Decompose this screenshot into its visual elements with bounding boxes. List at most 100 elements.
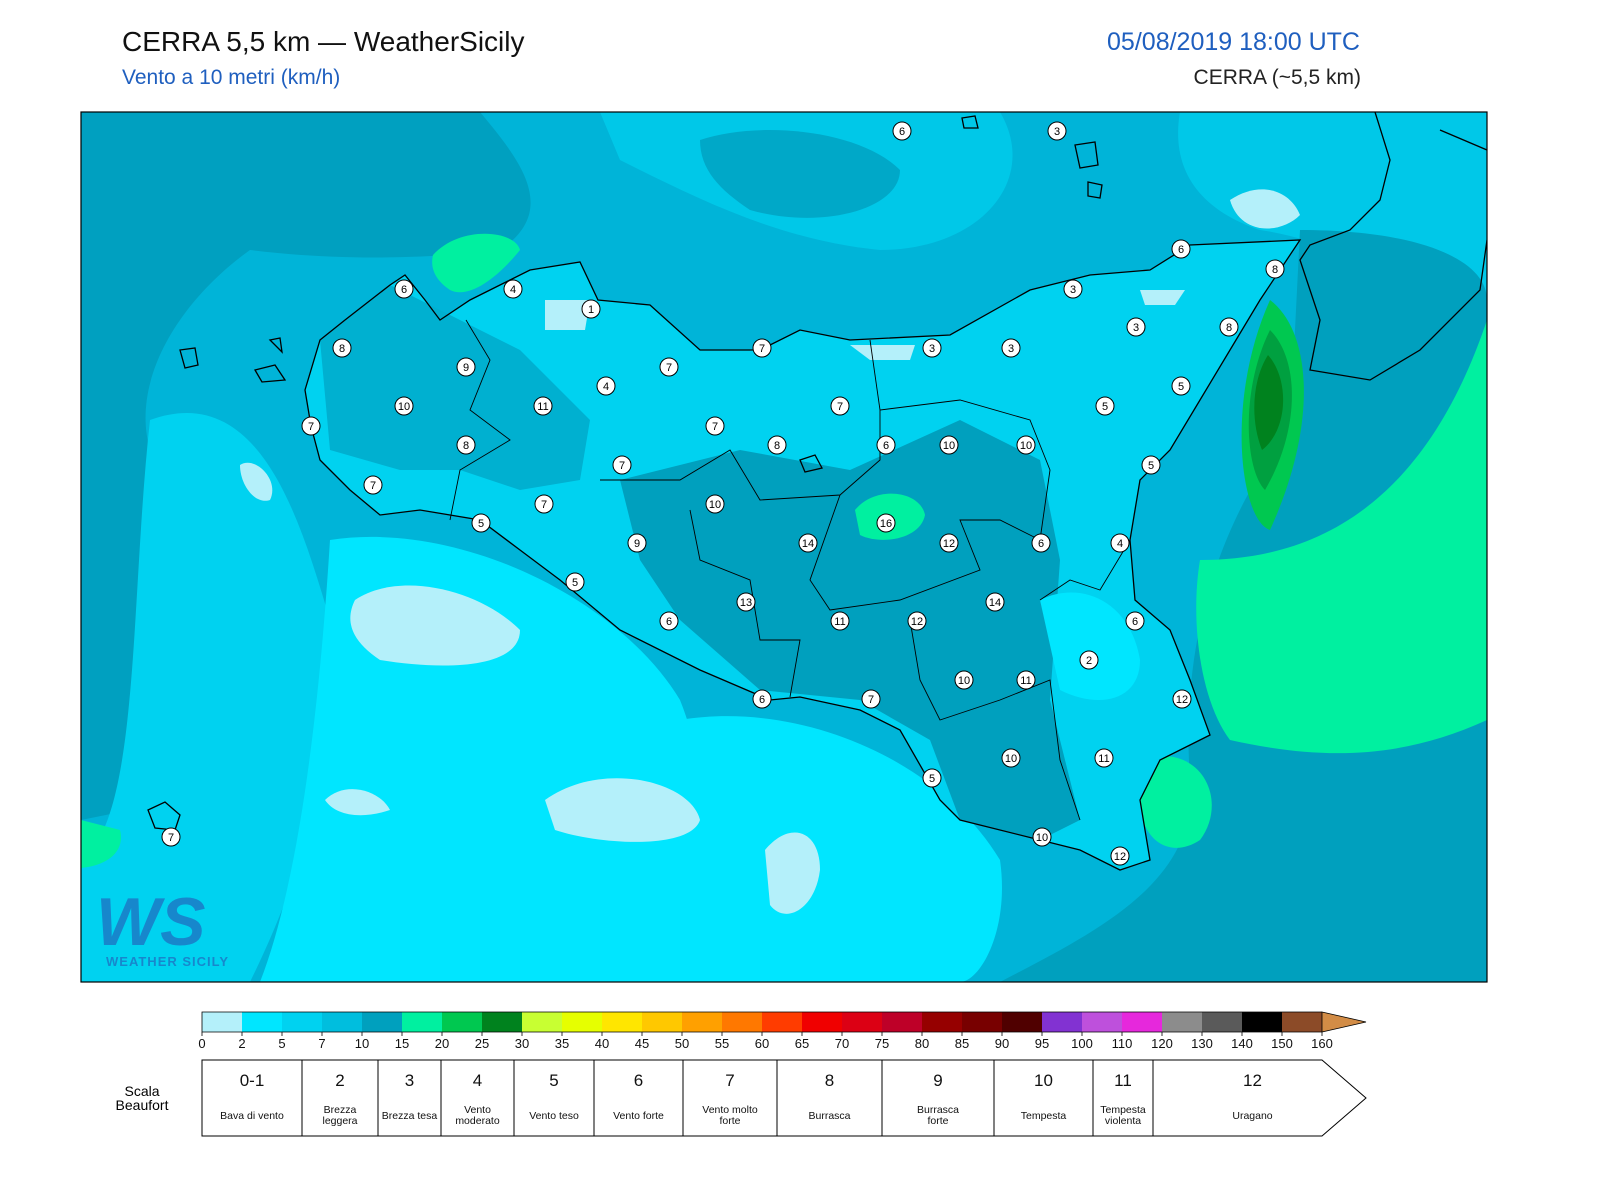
beaufort-label: Vento forte	[613, 1109, 664, 1122]
tick-label: 30	[515, 1036, 529, 1051]
station-value: 7	[168, 832, 174, 844]
station-value: 5	[929, 773, 935, 785]
station-value: 10	[398, 401, 410, 413]
station-value: 5	[1178, 381, 1184, 393]
station-value: 8	[774, 440, 780, 452]
station-value: 3	[1070, 284, 1076, 296]
color-swatch	[1042, 1012, 1082, 1032]
beaufort-label: Tempesta	[1020, 1109, 1067, 1122]
tick-label: 150	[1271, 1036, 1293, 1051]
beaufort-force: 5	[549, 1071, 559, 1090]
station-value: 10	[709, 499, 721, 511]
station-value: 3	[1133, 322, 1139, 334]
beaufort-label: Vento teso	[529, 1109, 579, 1122]
model: CERRA (~5,5 km)	[1193, 66, 1361, 89]
beaufort-force: 2	[335, 1071, 345, 1090]
station-value: 16	[880, 518, 892, 530]
tick-label: 10	[355, 1036, 369, 1051]
station-value: 10	[1036, 832, 1048, 844]
color-swatch	[202, 1012, 242, 1032]
station-value: 9	[463, 362, 469, 374]
color-swatch	[1202, 1012, 1242, 1032]
station-value: 10	[958, 675, 970, 687]
station-value: 12	[1176, 694, 1188, 706]
station-marker	[1001, 748, 1021, 768]
station-value: 12	[943, 538, 955, 550]
color-swatch	[882, 1012, 922, 1032]
station-value: 5	[1102, 401, 1108, 413]
color-swatch	[522, 1012, 562, 1032]
station-value: 11	[537, 401, 548, 413]
station-marker	[1016, 435, 1036, 455]
tick-label: 80	[915, 1036, 929, 1051]
beaufort-force: 11	[1114, 1071, 1132, 1090]
station-marker	[394, 396, 414, 416]
tick-label: 100	[1071, 1036, 1093, 1051]
beaufort-force: 4	[472, 1071, 483, 1090]
station-value: 6	[883, 440, 889, 452]
color-swatch	[962, 1012, 1002, 1032]
station-value: 7	[712, 421, 718, 433]
station-marker	[876, 513, 896, 533]
station-marker	[939, 435, 959, 455]
tick-label: 160	[1311, 1036, 1333, 1051]
station-value: 12	[911, 616, 923, 628]
color-swatch	[402, 1012, 442, 1032]
station-marker	[736, 592, 756, 612]
station-value: 11	[1098, 753, 1109, 765]
beaufort-label: Brezza tesa	[381, 1109, 438, 1122]
station-value: 4	[603, 381, 609, 393]
station-marker	[767, 435, 787, 455]
station-marker	[907, 611, 927, 631]
station-marker	[830, 396, 850, 416]
tick-label: 15	[395, 1036, 409, 1051]
station-marker	[503, 279, 523, 299]
tick-label: 130	[1191, 1036, 1213, 1051]
station-marker	[456, 357, 476, 377]
tick-label: 35	[555, 1036, 569, 1051]
station-marker	[1171, 376, 1191, 396]
station-value: 8	[339, 343, 345, 355]
station-value: 6	[1038, 538, 1044, 550]
tick-label: 7	[318, 1036, 325, 1051]
tick-label: 25	[475, 1036, 489, 1051]
station-value: 6	[666, 616, 672, 628]
station-marker	[876, 435, 896, 455]
color-swatch	[1082, 1012, 1122, 1032]
station-marker	[861, 689, 881, 709]
tick-label: 85	[955, 1036, 969, 1051]
station-marker	[985, 592, 1005, 612]
tick-label: 40	[595, 1036, 609, 1051]
tick-label: 75	[875, 1036, 889, 1051]
station-value: 6	[759, 694, 765, 706]
station-marker	[456, 435, 476, 455]
color-swatch	[482, 1012, 522, 1032]
station-value: 9	[634, 538, 640, 550]
color-swatch	[1242, 1012, 1282, 1032]
station-marker	[1094, 748, 1114, 768]
station-marker	[830, 611, 850, 631]
color-swatch	[1282, 1012, 1322, 1032]
station-marker	[1141, 455, 1161, 475]
beaufort-force: 8	[824, 1071, 835, 1090]
station-marker	[1001, 338, 1021, 358]
color-swatch	[1162, 1012, 1202, 1032]
color-swatch	[442, 1012, 482, 1032]
station-marker	[1016, 670, 1036, 690]
wind-field	[81, 112, 1487, 982]
station-value: 8	[1272, 264, 1278, 276]
color-swatch	[562, 1012, 602, 1032]
station-marker	[471, 513, 491, 533]
beaufort-label: Brezza leggera	[322, 1104, 358, 1127]
station-value: 7	[666, 362, 672, 374]
station-value: 10	[943, 440, 955, 452]
station-marker	[1063, 279, 1083, 299]
tick-label: 45	[635, 1036, 649, 1051]
beaufort-force: 12	[1243, 1071, 1262, 1090]
tick-label: 55	[715, 1036, 729, 1051]
beaufort-outline	[201, 1059, 1367, 1137]
station-value: 4	[1117, 538, 1123, 550]
station-marker	[752, 689, 772, 709]
color-extend-arrow	[1321, 1011, 1367, 1033]
